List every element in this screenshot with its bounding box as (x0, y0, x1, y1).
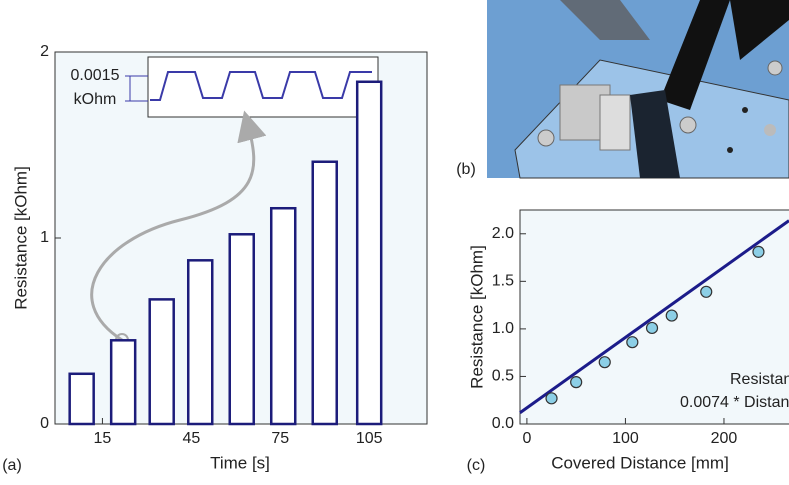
panel-label: (a) (2, 457, 22, 474)
photo (487, 0, 789, 179)
bar (269, 206, 297, 426)
bar (311, 160, 338, 426)
y-tick-label: 1.5 (492, 273, 514, 290)
y-tick-label: 2 (40, 43, 49, 60)
point (598, 356, 611, 369)
y-tick-label: 2.0 (492, 225, 514, 242)
x-tick-label: 100 (612, 430, 639, 447)
x-tick-label: 105 (356, 430, 383, 447)
y-tick-label: 0 (40, 415, 49, 432)
y-tick-label: 1.0 (492, 320, 514, 337)
bar (228, 233, 255, 426)
panel-label: (c) (467, 457, 486, 474)
x-tick-label: 200 (711, 430, 738, 447)
x-tick-label: 15 (94, 430, 112, 447)
annotation: kOhm (74, 91, 117, 108)
y-tick-label: 0.0 (492, 415, 514, 432)
inset (125, 56, 379, 118)
panel-label: (b) (456, 161, 476, 178)
arrow (90, 110, 267, 342)
point (665, 309, 678, 322)
point (626, 336, 639, 349)
bar (68, 372, 95, 426)
bar (355, 80, 383, 426)
fit-line (519, 219, 789, 414)
y-tick-label: 1 (40, 229, 49, 246)
point (752, 245, 765, 258)
annotation: Resistance = (730, 371, 789, 388)
point (645, 321, 659, 335)
x-axis-label: Time [s] (210, 453, 270, 472)
x-axis-label: Covered Distance [mm] (551, 453, 729, 472)
bar (109, 339, 137, 426)
point (700, 285, 713, 298)
annotation: 0.0015 (71, 67, 120, 84)
annotation: 0.0074 * Distance + 0.17 (680, 394, 789, 411)
point (570, 376, 583, 389)
y-tick-label: 0.5 (492, 368, 514, 385)
y-axis-label: Resistance [kOhm] (467, 245, 486, 389)
x-tick-label: 45 (182, 430, 200, 447)
x-tick-label: 0 (522, 430, 531, 447)
bar (148, 298, 175, 426)
point (545, 392, 558, 405)
bar (186, 259, 214, 426)
y-axis-label: Resistance [kOhm] (11, 166, 30, 310)
x-tick-label: 75 (271, 430, 289, 447)
